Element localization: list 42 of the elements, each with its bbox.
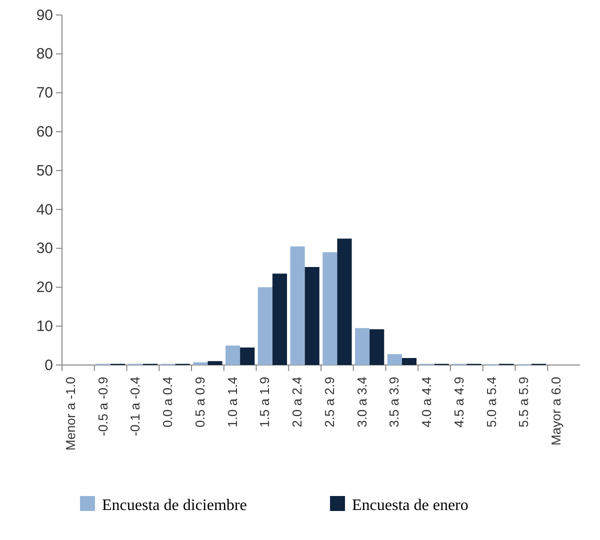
- legend-label: Encuesta de diciembre: [102, 497, 247, 514]
- bar: [258, 287, 272, 365]
- x-tick-label: Mayor a 6.0: [548, 376, 564, 446]
- y-tick-label: 70: [36, 84, 53, 102]
- bar: [225, 346, 240, 365]
- bar: [337, 238, 352, 365]
- y-tick-label: 20: [36, 279, 53, 296]
- bar: [240, 348, 255, 365]
- bar: [402, 358, 417, 365]
- x-tick-label: 5.5 a 5.9: [516, 376, 532, 428]
- bar: [387, 354, 402, 365]
- x-tick-label: 4.0 a 4.4: [419, 376, 434, 428]
- x-tick-label: 0.5 a 0.9: [192, 376, 208, 428]
- x-tick-label: 2.5 a 2.9: [322, 376, 337, 428]
- x-tick-label: 0.0 a 0.4: [160, 376, 176, 428]
- bar: [272, 274, 288, 365]
- legend-label: Encuesta de enero: [352, 497, 468, 514]
- y-tick-label: 90: [36, 6, 53, 24]
- x-tick-label: 2.0 a 2.4: [290, 376, 305, 428]
- x-tick-label: 5.0 a 5.4: [484, 376, 499, 428]
- y-tick-label: 80: [36, 46, 53, 63]
- y-tick-label: 0: [44, 356, 53, 374]
- y-tick-label: 30: [36, 240, 53, 258]
- x-tick-label: 1.0 a 1.4: [224, 376, 240, 428]
- x-tick-label: 1.5 a 1.9: [257, 376, 272, 428]
- x-tick-label: 4.5 a 4.9: [451, 376, 466, 428]
- y-tick-label: 10: [36, 318, 53, 335]
- y-tick-label: 40: [36, 201, 53, 218]
- bar: [370, 329, 384, 365]
- bar: [322, 252, 338, 365]
- x-tick-label: -0.1 a -0.4: [128, 376, 143, 436]
- bar: [208, 361, 222, 365]
- x-tick-label: Menor a -1.0: [62, 376, 78, 451]
- y-tick-label: 50: [36, 162, 53, 180]
- x-tick-label: 3.5 a 3.9: [386, 376, 402, 428]
- bar: [193, 362, 208, 365]
- x-tick-label: 3.0 a 3.4: [354, 376, 370, 428]
- y-tick-label: 60: [36, 123, 53, 140]
- bar: [354, 328, 370, 365]
- bar: [304, 267, 320, 365]
- x-tick-label: -0.5 a -0.9: [95, 376, 110, 436]
- bar: [290, 246, 305, 365]
